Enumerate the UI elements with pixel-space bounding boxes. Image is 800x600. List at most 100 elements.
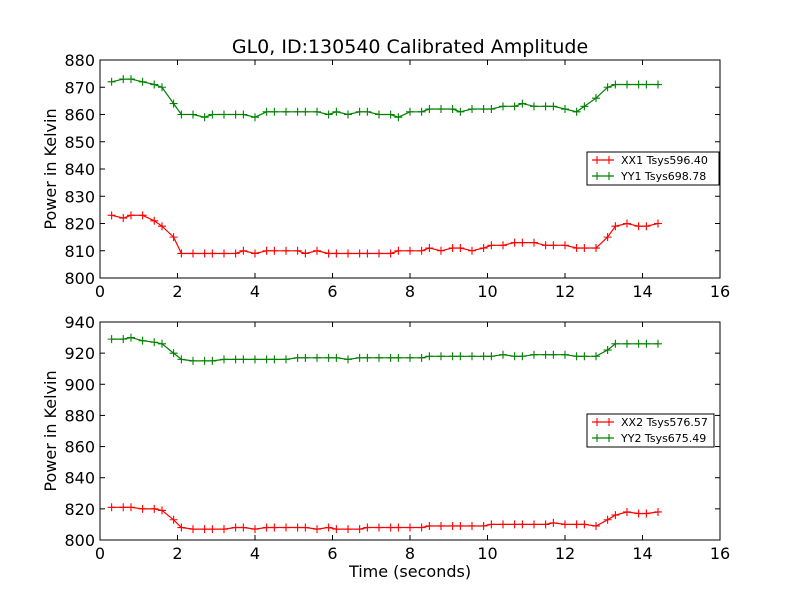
plot-1-series-1-point (518, 238, 527, 247)
plot-2-x-tick-label: 10 (477, 544, 497, 563)
plot-2-series-1-point (200, 525, 209, 534)
plot-1-series-2 (107, 75, 662, 122)
plot-1-series-2-point (375, 110, 383, 119)
plot-2-series-1-point (301, 523, 310, 532)
plot-2-y-tick-label: 920 (64, 344, 95, 363)
plot-1-series-2-point (394, 113, 403, 122)
plot-1-series-2-point (332, 107, 341, 116)
plot-1-series-2-point (301, 107, 310, 116)
plot-1-series-2-point (189, 110, 197, 119)
plot-1-series-1-point (448, 244, 457, 253)
plot-1-series-1 (107, 211, 662, 258)
plot-2-series-1-point (177, 523, 186, 532)
plot-1-series-1-point (239, 246, 248, 255)
plot-2-series-1-point (324, 523, 333, 532)
plot-2-frame (99, 321, 721, 541)
plot-2-series-2-point (231, 355, 240, 364)
plot-1-y-tick-label: 830 (64, 187, 95, 206)
plot-2-series-1-point (231, 523, 240, 532)
plot-2-series-2-point (270, 355, 279, 364)
plot-2-series-2-point (177, 355, 186, 364)
plot-2-series-1-point (127, 503, 135, 512)
plot-1-series-2-point (386, 110, 395, 119)
plot-2-series-1-point (456, 521, 465, 530)
plot-2-legend-marker (593, 418, 613, 426)
plot-1-series-1-point (549, 241, 558, 250)
plot-2-series-2-point (169, 349, 178, 358)
plot-2-series-2-point (541, 350, 550, 359)
plot-2-series-1-point (282, 523, 290, 532)
plot-1-series-2-point (406, 107, 414, 116)
plot-2-series-2-point (150, 338, 159, 347)
plot-2-series-2-point (603, 346, 612, 355)
plot-2-series-1-point (208, 525, 217, 534)
plot-1-series-1-point (572, 244, 581, 253)
plot-2-y-tick-label: 800 (64, 531, 95, 550)
plot-2-y-tick-label: 880 (64, 406, 95, 425)
plot-1-series-1-point (642, 222, 651, 231)
plot-1-series-2-point (220, 110, 228, 119)
plot-1-series-2-point (169, 99, 178, 108)
plot-1-series-1-point (262, 246, 271, 255)
plot-2-series-2-point (344, 355, 352, 364)
plot-1: 0 2 4 6 8 10 12 14 16800810820830840850860870880… (41, 36, 730, 301)
plot-2-series-2-point (119, 335, 128, 344)
plot-1-legend-marker (593, 156, 613, 164)
plot-1-series-2-point (541, 102, 550, 111)
plot-1-series-1-point (169, 233, 178, 242)
plot-2-series-1-point (332, 525, 341, 534)
plot-2-series-2-point (386, 353, 395, 362)
plot-1-series-1-point (603, 233, 612, 242)
plot-1-series-1-point (363, 249, 372, 258)
plot-1-series-2-point (127, 75, 135, 84)
plot-2-legend-entry: YY2 Tsys675.49 (592, 432, 706, 445)
plot-1-series-1-point (177, 249, 186, 258)
plot-2-series-2-point (158, 339, 166, 348)
plot-1-series-1-point (479, 244, 488, 253)
plot-1-series-2-point (510, 102, 519, 111)
plot-2-series-2-point (518, 352, 527, 361)
plot-1-legend: XX1 Tsys596.40 YY1 Tsys698.78 (586, 151, 720, 186)
plot-1-series-1-point (456, 244, 465, 253)
plot-1-series-1-point (119, 214, 128, 223)
plot-1-series-2-point (270, 107, 279, 116)
plot-1-series-1-point (394, 246, 403, 255)
plot-2-series-2-point (301, 353, 310, 362)
plot-2-series-1-point (406, 523, 414, 532)
plot-2-y-tick-label: 820 (64, 500, 95, 519)
plot-1-series-1-point (282, 246, 290, 255)
plot-1-series-1-point (344, 249, 352, 258)
plot-2-series-2-point (282, 355, 290, 364)
plot-2-series-2 (107, 333, 662, 365)
plot-2-x-axis-label: Time (seconds) (348, 562, 471, 581)
plot-2-series-2-point (220, 355, 228, 364)
plot-2-series-1 (107, 503, 662, 534)
plot-2-series-2-point (293, 353, 302, 362)
plot-2-series-2-point (313, 353, 321, 362)
plot-2-series-1-point (580, 520, 589, 529)
plot-2-x-tick-label: 8 (405, 544, 415, 563)
plot-1-x-tick-label: 16 (710, 282, 730, 301)
plot-1-y-tick-label: 860 (64, 106, 95, 125)
plot-1-series-2-point (177, 110, 186, 119)
plot-1-legend-marker (593, 172, 613, 180)
plot-1-x-tick-label: 10 (477, 282, 497, 301)
plot-2-series-1-point (572, 520, 581, 529)
plot-2-series-2-point (654, 339, 662, 348)
plot-1-series-1-point (499, 241, 507, 250)
plot-2-x-tick-label: 2 (172, 544, 182, 563)
plot-2-series-1-point (417, 523, 426, 532)
plot-1-frame (99, 59, 721, 279)
plot-1-y-tick-label: 870 (64, 78, 95, 97)
plot-2-legend-box (586, 413, 715, 448)
plot-1-series-1-point (200, 249, 209, 258)
plot-2-series-2-point (425, 352, 434, 361)
plot-1-x-tick-label: 4 (250, 282, 260, 301)
plot-1-series-2-point (282, 107, 290, 116)
plot-2-series-2-point (448, 352, 457, 361)
plot-1-series-2-point (437, 105, 445, 114)
plot-1-series-2-point (344, 110, 352, 119)
plot-1-series-1-point (127, 211, 135, 220)
plot-2-series-2-point (200, 356, 209, 365)
chart-title: GL0, ID:130540 Calibrated Amplitude (232, 36, 588, 58)
